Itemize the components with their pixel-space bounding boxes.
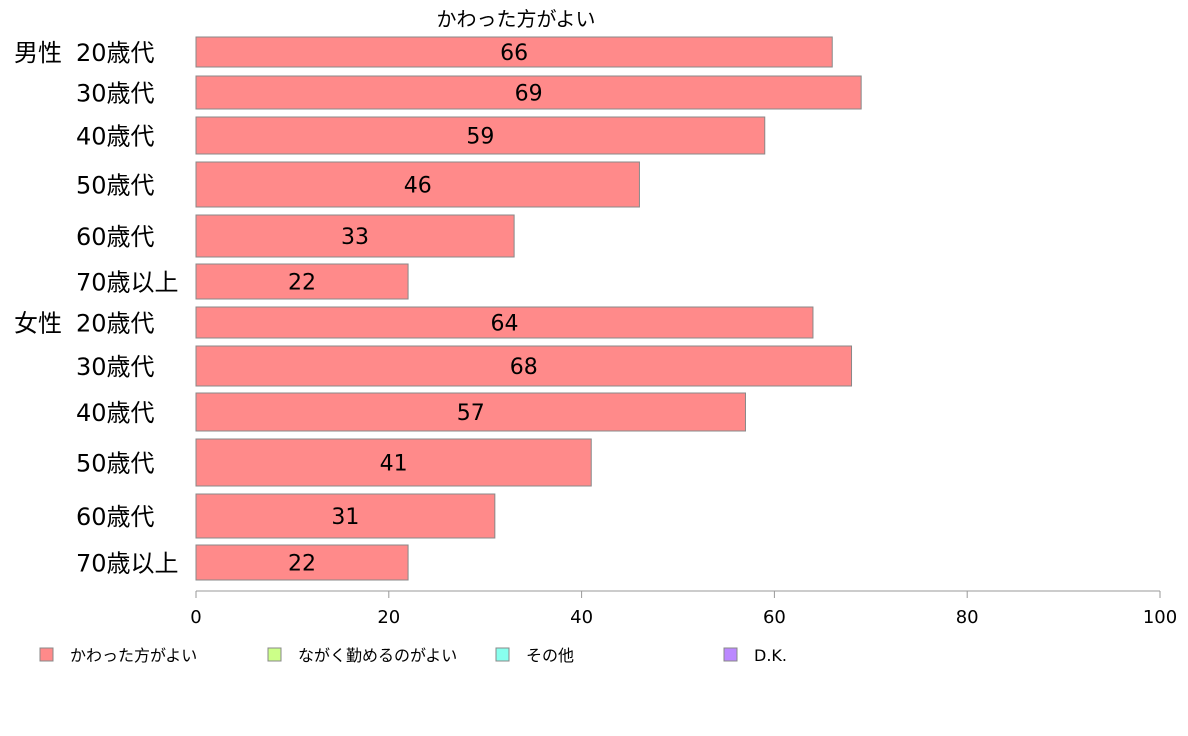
legend-label: D.K.	[754, 646, 787, 665]
bar-male-0	[195, 36, 833, 68]
bar-female-0	[195, 306, 814, 339]
bar-male-4	[195, 214, 515, 258]
data-label: 33	[341, 225, 369, 250]
data-label: 59	[466, 125, 494, 150]
category-label: 60歳代	[76, 223, 155, 251]
x-tick-label: 60	[763, 607, 786, 628]
category-label: 70歳以上	[76, 550, 179, 578]
data-label: 22	[288, 271, 316, 296]
bar-male-2	[195, 116, 766, 155]
x-tick-label: 80	[956, 607, 979, 628]
category-label: 40歳代	[76, 399, 155, 427]
bar-male-1	[195, 75, 862, 110]
legend-swatch	[267, 647, 282, 662]
category-label: 20歳代	[76, 310, 155, 338]
data-label: 69	[515, 82, 543, 107]
data-label: 68	[510, 355, 538, 380]
x-tick-label: 100	[1143, 607, 1177, 628]
legend-label: ながく勤めるのがよい	[298, 646, 457, 665]
bar-female-1	[195, 345, 853, 387]
category-label: 30歳代	[76, 80, 155, 108]
bar-female-2	[195, 392, 746, 432]
data-label: 46	[404, 174, 432, 199]
x-tick-label: 0	[190, 607, 201, 628]
legend-label: かわった方がよい	[70, 646, 197, 665]
data-label: 64	[490, 312, 518, 337]
category-label: 30歳代	[76, 353, 155, 381]
chart-title: かわった方がよい	[437, 7, 596, 31]
category-label: 40歳代	[76, 123, 155, 151]
data-label: 66	[500, 41, 528, 66]
bar-female-5	[195, 544, 409, 581]
x-tick-label: 20	[377, 607, 400, 628]
category-label: 70歳以上	[76, 269, 179, 297]
data-label: 41	[380, 452, 408, 477]
legend-label: その他	[526, 646, 574, 665]
group-label: 女性	[14, 310, 62, 338]
x-tick-label: 40	[570, 607, 593, 628]
data-label: 31	[331, 505, 359, 530]
legend-swatch	[39, 647, 54, 662]
bar-female-4	[195, 493, 496, 539]
category-label: 50歳代	[76, 450, 155, 478]
data-label: 22	[288, 552, 316, 577]
bar-male-3	[195, 161, 640, 208]
legend-swatch	[723, 647, 738, 662]
category-label: 20歳代	[76, 39, 155, 67]
data-label: 57	[457, 401, 485, 426]
legend-swatch	[495, 647, 510, 662]
bar-female-3	[195, 438, 592, 487]
bar-male-5	[195, 263, 409, 300]
group-label: 男性	[14, 39, 62, 67]
category-label: 50歳代	[76, 172, 155, 200]
category-label: 60歳代	[76, 503, 155, 531]
